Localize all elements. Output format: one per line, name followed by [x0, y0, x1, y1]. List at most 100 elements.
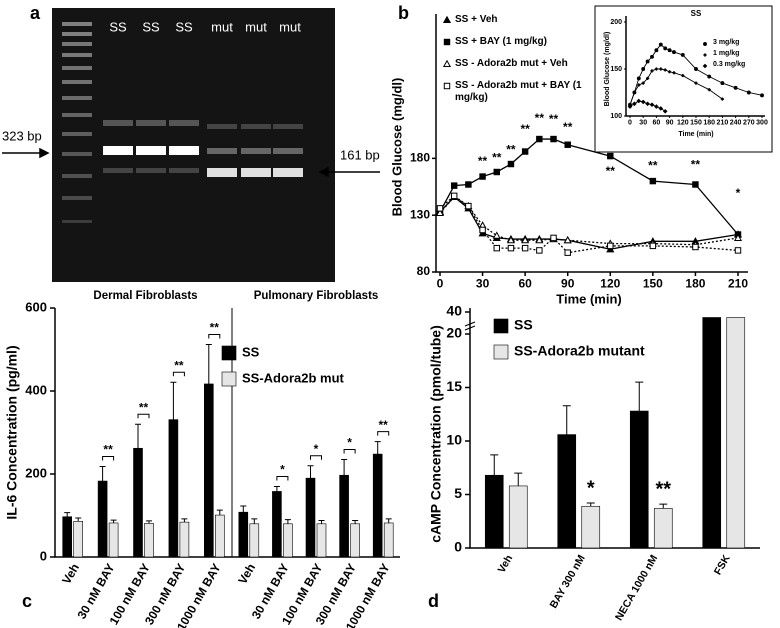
- y-tick-label: 600: [25, 299, 47, 314]
- marker: [507, 244, 515, 252]
- marker: [694, 81, 698, 85]
- y-tick-label: 20: [446, 325, 462, 341]
- marker: [692, 181, 699, 188]
- legend-label: SS + Veh: [455, 14, 498, 25]
- error-bar: [251, 518, 258, 524]
- x-tick-label: 150: [643, 277, 663, 291]
- x-tick-label: 240: [730, 120, 742, 127]
- bar: [484, 474, 504, 549]
- marker: [760, 93, 764, 98]
- x-tick-label: 150: [690, 120, 702, 127]
- marker: [733, 233, 743, 241]
- y-tick-label: 200: [610, 19, 622, 26]
- marker: [663, 46, 668, 51]
- bar: [305, 477, 316, 558]
- marker: [668, 70, 672, 74]
- marker: [650, 54, 654, 59]
- bar: [238, 511, 249, 558]
- arrow: [2, 147, 50, 159]
- error-bar: [659, 503, 668, 509]
- marker: [637, 83, 641, 87]
- marker: [607, 242, 614, 250]
- significance-bracket: [137, 413, 150, 419]
- y-tick-label: 200: [25, 465, 47, 480]
- bar: [339, 474, 349, 558]
- legend-label: SS-Adora2b mut: [242, 370, 345, 385]
- error-bar: [586, 502, 595, 507]
- marker: [632, 101, 637, 107]
- lane-label: mut: [211, 19, 233, 34]
- bar: [144, 523, 154, 558]
- legend-entry: SS + BAY (1 mg/kg): [455, 36, 547, 47]
- bar: [581, 505, 601, 549]
- legend-marker: [443, 82, 451, 90]
- marker: [707, 88, 711, 92]
- series-line: [439, 196, 739, 250]
- panel-label: b: [398, 3, 409, 23]
- legend-label: 3 mg/kg: [713, 39, 740, 46]
- marker: [733, 85, 738, 90]
- y-tick-label: 130: [410, 207, 430, 221]
- annotation: **: [648, 158, 658, 172]
- legend-entry: SS - Adora2b mut + Veh: [455, 58, 568, 69]
- x-tick-label: 60: [653, 120, 661, 127]
- marker: [465, 181, 472, 188]
- y-tick-label: 100: [610, 113, 622, 120]
- legend-swatch: [221, 371, 237, 387]
- significance-bracket: [276, 475, 289, 481]
- x-tick-label: 180: [703, 120, 715, 127]
- marker: [649, 177, 657, 185]
- bar: [168, 419, 179, 558]
- y-tick-label: 150: [610, 66, 622, 73]
- annotation: **: [520, 122, 530, 136]
- legend-swatch: [221, 345, 237, 361]
- marker: [640, 99, 646, 105]
- x-tick-label: Veh: [496, 553, 516, 575]
- marker: [654, 48, 659, 53]
- x-axis-label: Time (min): [678, 131, 713, 138]
- legend-label: 1 mg/kg: [713, 50, 740, 57]
- annotation: **: [478, 154, 488, 168]
- bar: [133, 447, 143, 558]
- annotation: *: [736, 186, 741, 200]
- marker: [450, 192, 458, 200]
- error-bar: [318, 519, 325, 524]
- marker: [493, 244, 500, 252]
- error-bar: [307, 465, 314, 479]
- legend-label: 0.3 mg/kg: [713, 61, 746, 68]
- x-tick-label: Veh: [59, 561, 82, 586]
- legend-marker: [442, 59, 452, 68]
- significance-label: *: [280, 463, 285, 477]
- x-tick-label: NECA 1000 nM: [613, 553, 660, 623]
- bar: [557, 434, 577, 549]
- x-tick-label: 120: [677, 120, 689, 127]
- marker: [672, 50, 676, 55]
- marker: [607, 152, 614, 160]
- inset-frame: [594, 5, 773, 153]
- marker: [646, 76, 650, 80]
- y-tick-label: 5: [454, 485, 462, 501]
- marker: [632, 90, 636, 95]
- marker: [506, 235, 516, 244]
- panel-label: d: [428, 591, 439, 611]
- marker: [672, 71, 676, 75]
- marker: [636, 76, 641, 81]
- error-bar: [385, 518, 392, 523]
- error-bar: [75, 517, 82, 522]
- x-tick-label: 90: [666, 120, 674, 127]
- gel-image: [52, 8, 335, 282]
- size-marker: 323 bp: [2, 128, 42, 143]
- marker: [659, 67, 663, 71]
- bar: [249, 523, 260, 558]
- annotation: **: [606, 164, 616, 178]
- bar: [97, 480, 108, 558]
- legend-entry: 1 mg/kg: [713, 50, 740, 57]
- lane-label: mut: [279, 19, 301, 34]
- bar: [283, 523, 293, 558]
- legend-marker: [703, 53, 707, 57]
- marker: [645, 101, 650, 107]
- gel-bands: [103, 120, 303, 177]
- x-tick-label: 120: [600, 277, 620, 291]
- error-bar: [64, 512, 71, 517]
